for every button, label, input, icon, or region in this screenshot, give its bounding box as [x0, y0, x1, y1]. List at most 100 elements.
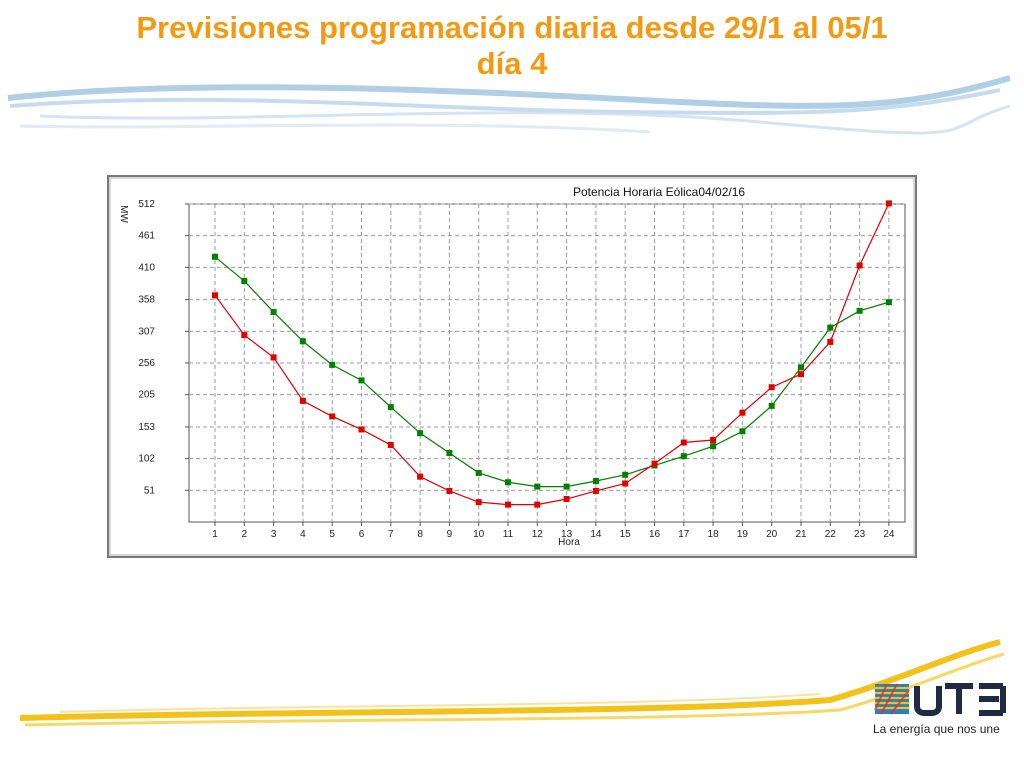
series-2-point [739, 409, 746, 416]
series-1-point [299, 338, 306, 345]
series-2-point [856, 262, 863, 269]
x-tick-label: 17 [678, 529, 690, 540]
series-1-point [739, 428, 746, 435]
series-1-point [710, 443, 717, 450]
series-2-point [885, 200, 892, 207]
series-1-point [387, 404, 394, 411]
y-tick-label: 410 [138, 262, 155, 273]
series-1-point [475, 469, 482, 476]
y-tick-label: 512 [138, 199, 155, 210]
x-tick-label: 24 [883, 529, 895, 540]
decorative-swoosh-bottom [19, 639, 1005, 727]
series-line-2 [214, 203, 890, 506]
series-2-point [299, 397, 306, 404]
x-tick-label: 22 [825, 529, 837, 540]
series-1-point [212, 253, 218, 260]
series-layer [212, 200, 892, 508]
x-tick-label: 20 [766, 529, 778, 540]
chart-canvas: 1 2 3 4 5 6 7 8 9 10 11 12 13 14 15 16 17 18 19 20 21 22 23 245… [118, 185, 906, 548]
series-1-point [798, 364, 804, 371]
y-tick-label: 256 [138, 358, 155, 369]
slide-title-line1: Previsiones programación diaria desde 29… [136, 10, 888, 45]
series-2-point [212, 292, 218, 299]
slide-title-line2: día 4 [476, 46, 548, 81]
chart-panel: 1 2 3 4 5 6 7 8 9 10 11 12 13 14 15 16 17 18 19 20 21 22 23 24 5… [107, 175, 917, 558]
x-tick-label: 18 [708, 529, 720, 540]
series-2-point [446, 487, 453, 494]
y-tick-label: 358 [138, 295, 155, 306]
series-1-point [563, 483, 570, 490]
series-1-point [592, 478, 599, 485]
chart-title: Potencia Horaria Eólica04/02/16 [573, 185, 745, 199]
y-tick-label: 461 [138, 231, 155, 242]
series-2-point [270, 354, 277, 361]
x-tick-label: 9 [447, 529, 453, 540]
series-2-point [417, 473, 424, 480]
series-1-point [358, 377, 365, 384]
series-1-point [622, 471, 629, 478]
series-2-point [768, 384, 775, 391]
series-2-point [680, 439, 687, 446]
y-tick-label: 205 [138, 390, 155, 401]
ute-logo-mark [874, 683, 910, 715]
x-tick-label: 16 [649, 529, 661, 540]
series-2-point [798, 371, 804, 378]
series-2-point [475, 499, 482, 506]
x-tick-label: 23 [854, 529, 866, 540]
series-2-point [563, 496, 570, 503]
series-1-point [241, 278, 248, 285]
ute-logo [874, 683, 1006, 716]
x-tick-label: 1 [212, 529, 218, 540]
series-1-point [885, 299, 892, 306]
x-tick-label: 21 [795, 529, 807, 540]
x-tick-label: 11 [503, 529, 514, 540]
axis-layer: 1 2 3 4 5 6 7 8 9 10 11 12 13 14 15 16 17 18 19 20 21 22 23 245… [138, 199, 895, 540]
series-1-point [417, 430, 424, 437]
series-2-point [534, 501, 541, 508]
logo-tagline: La energía que nos une [873, 722, 1000, 736]
x-axis-label: Hora [558, 537, 580, 548]
series-2-point [651, 460, 658, 467]
slide-title: Previsiones programación diaria desde 29… [0, 10, 1024, 82]
series-2-point [387, 441, 394, 448]
series-line-1 [214, 256, 890, 488]
x-tick-label: 2 [242, 529, 248, 540]
x-tick-label: 15 [620, 529, 632, 540]
x-tick-label: 12 [532, 529, 544, 540]
series-2-point [329, 413, 336, 420]
series-1-point [680, 453, 687, 460]
series-2-point [622, 480, 629, 487]
x-tick-label: 5 [329, 529, 335, 540]
x-tick-label: 3 [271, 529, 277, 540]
series-1-point [768, 402, 775, 409]
series-2-point [505, 501, 511, 508]
series-1-point [534, 483, 541, 490]
x-tick-label: 13 [561, 529, 573, 540]
decorative-swoosh-top [7, 75, 1011, 135]
x-tick-label: 7 [388, 529, 394, 540]
x-tick-label: 6 [359, 529, 365, 540]
y-tick-label: 51 [144, 485, 156, 496]
y-tick-label: 153 [138, 422, 155, 433]
series-1-point [446, 450, 453, 457]
series-1-point [270, 309, 277, 316]
x-tick-label: 4 [300, 529, 306, 540]
y-tick-label: 307 [138, 326, 155, 337]
y-axis-label: MW [118, 205, 129, 223]
series-1-point [505, 479, 511, 486]
ute-logo-letters [914, 683, 1006, 716]
grid-layer [189, 203, 905, 522]
y-tick-label: 102 [138, 454, 155, 465]
series-2-point [710, 437, 717, 444]
x-tick-label: 10 [473, 529, 485, 540]
series-1-point [856, 307, 863, 314]
x-tick-label: 8 [417, 529, 423, 540]
series-1-point [329, 361, 336, 368]
series-1-point [827, 324, 834, 331]
series-2-point [592, 487, 599, 494]
x-tick-label: 14 [590, 529, 602, 540]
series-2-point [241, 332, 248, 339]
series-2-point [827, 338, 834, 345]
x-tick-label: 19 [737, 529, 749, 540]
series-2-point [358, 426, 365, 433]
